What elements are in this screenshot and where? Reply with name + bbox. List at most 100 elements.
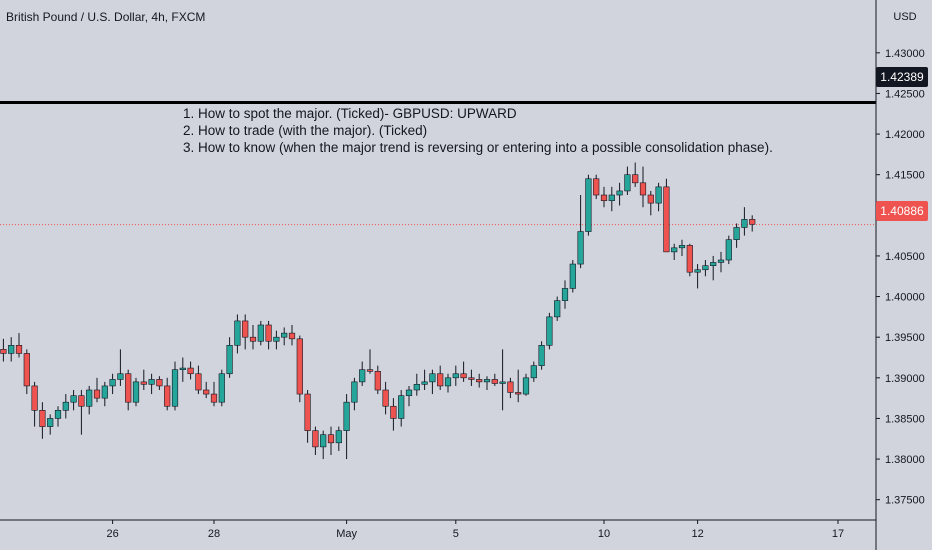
candle-body <box>109 379 116 387</box>
candle-body <box>320 434 327 448</box>
candle-body <box>421 381 428 385</box>
candle-body <box>351 381 358 403</box>
candle-body <box>23 353 30 387</box>
candle-body <box>390 405 397 419</box>
x-tick-label: 10 <box>598 528 610 540</box>
candle-body <box>491 379 498 384</box>
candle-body <box>249 336 257 342</box>
candle-body <box>460 373 467 379</box>
candle-body <box>468 377 475 380</box>
candle-body <box>725 239 732 261</box>
candle-body <box>476 379 483 383</box>
candle-body <box>554 300 561 318</box>
candle-body <box>343 401 350 431</box>
candle-body <box>600 194 608 201</box>
candle-body <box>608 194 615 201</box>
candle-body <box>195 373 202 391</box>
price-axis-unit: USD <box>893 11 916 23</box>
x-tick-label: 12 <box>691 528 703 540</box>
y-tick-label: 1.38500 <box>885 413 925 425</box>
y-tick-label: 1.39000 <box>885 373 925 385</box>
candle-body <box>125 373 132 403</box>
candle-body <box>257 324 264 342</box>
candle-body <box>265 324 272 342</box>
candle-body <box>437 373 444 387</box>
candle-body <box>694 269 701 273</box>
candle-body <box>101 385 108 399</box>
horizontal-line-group[interactable] <box>0 100 876 226</box>
candle-body <box>179 367 186 370</box>
chart-title: British Pound / U.S. Dollar, 4h, FXCM <box>6 10 206 24</box>
candle-body <box>382 389 389 407</box>
y-tick-label: 1.42500 <box>885 88 925 100</box>
y-tick-label: 1.40500 <box>885 251 925 263</box>
candle-body <box>546 316 553 346</box>
candle-body <box>54 410 62 419</box>
candle-body <box>444 377 452 387</box>
candle-body <box>678 245 686 249</box>
candle-body <box>242 320 249 338</box>
candle-body <box>15 345 23 354</box>
y-tick-label: 1.37500 <box>885 495 925 507</box>
candle-body <box>398 395 405 419</box>
candle-body <box>117 373 124 380</box>
candle-body <box>281 332 288 338</box>
candle-body <box>405 389 413 396</box>
candle-body <box>234 320 241 346</box>
horizontal-line-price-label: 1.42389 <box>876 67 928 87</box>
candle-body <box>218 373 225 403</box>
candle-body <box>132 381 140 403</box>
candle-body <box>507 381 514 393</box>
x-tick-label: 26 <box>106 528 118 540</box>
candle-body <box>624 174 631 192</box>
y-tick-label: 1.39500 <box>885 332 925 344</box>
x-tick-label: May <box>336 528 357 540</box>
candle-body <box>140 381 147 385</box>
candle-body <box>577 231 584 265</box>
candle-body <box>171 369 179 407</box>
candle-body <box>663 186 670 253</box>
candle-body <box>187 367 194 375</box>
candles <box>0 162 756 460</box>
x-tick-label: 17 <box>832 528 844 540</box>
candle-body <box>366 369 374 372</box>
candle-body <box>741 219 748 228</box>
y-tick-label: 1.43000 <box>885 48 925 60</box>
y-tick-label: 1.38000 <box>885 454 925 466</box>
candle-body <box>70 395 77 403</box>
candle-body <box>452 373 459 379</box>
candle-body <box>203 389 210 395</box>
candle-body <box>515 392 522 395</box>
candle-body <box>312 430 319 448</box>
candle-body <box>78 395 85 407</box>
time-axis[interactable]: 2628May510121719 <box>106 520 932 540</box>
price-axis[interactable]: 1.37500 1.38000 1.38500 1.39000 1.39500 1.400… <box>876 48 925 507</box>
candle-body <box>47 418 54 427</box>
candle-body <box>593 178 600 196</box>
y-tick-label: 1.42000 <box>885 129 925 141</box>
candle-body <box>717 259 725 263</box>
candle-body <box>585 178 592 232</box>
candle-body <box>374 371 381 391</box>
candle-body <box>569 263 576 289</box>
candle-body <box>359 369 366 383</box>
candle-body <box>561 288 569 301</box>
candle-body <box>702 265 709 271</box>
candle-body <box>733 227 740 240</box>
candle-body <box>749 219 756 225</box>
candle-body <box>429 373 436 383</box>
candle-body <box>522 377 530 395</box>
current-price-label: 1.40886 <box>876 201 928 221</box>
candle-body <box>31 385 38 411</box>
candle-body <box>93 389 101 399</box>
y-tick-label: 1.40000 <box>885 292 925 304</box>
candle-body <box>156 379 163 387</box>
candle-body <box>686 245 693 273</box>
candle-body <box>710 262 717 266</box>
annotation-line-1: 1. How to spot the major. (Ticked)- GBPU… <box>183 106 517 121</box>
candle-body <box>413 384 420 391</box>
candle-body <box>327 434 335 444</box>
candle-body <box>647 194 654 204</box>
